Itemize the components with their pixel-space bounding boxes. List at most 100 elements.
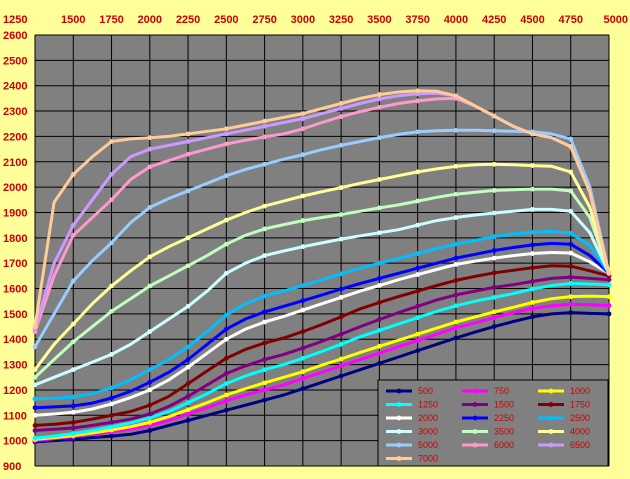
data-point [300, 369, 306, 375]
x-tick-label: 3000 [291, 14, 315, 26]
legend-marker [472, 402, 478, 407]
data-point [32, 428, 38, 433]
data-point [185, 139, 191, 144]
data-point [530, 314, 535, 320]
data-point [415, 169, 421, 175]
data-point [262, 340, 267, 346]
data-point [109, 424, 114, 430]
data-point [262, 309, 267, 315]
data-point [530, 251, 535, 256]
data-point [109, 172, 114, 177]
data-point [377, 260, 382, 266]
data-point [377, 104, 382, 110]
x-tick-labels: 1250 1500 1750 2000 2250 2500 2750 3000 3250 3500… [3, 14, 628, 26]
data-point [415, 222, 421, 228]
x-tick-label: 2250 [176, 14, 200, 26]
data-point [32, 396, 38, 402]
data-point [568, 230, 574, 236]
data-point [147, 402, 153, 408]
data-point [32, 435, 38, 441]
y-tick-label: 2400 [3, 81, 27, 93]
data-point [377, 317, 382, 322]
data-point [415, 315, 421, 321]
y-tick-label: 1100 [3, 410, 27, 422]
data-point [453, 303, 459, 309]
data-point [147, 367, 153, 373]
data-point [147, 387, 153, 393]
data-point [568, 144, 574, 149]
legend-label: 7000 [418, 454, 438, 464]
legend-label: 6500 [570, 440, 590, 450]
data-point [185, 344, 191, 350]
x-tick-label: 2500 [214, 14, 238, 26]
data-point [338, 212, 344, 217]
data-point [147, 135, 153, 141]
data-point [568, 250, 574, 256]
data-point [70, 419, 76, 425]
data-point [491, 324, 497, 329]
data-point [530, 279, 535, 284]
data-point [377, 135, 382, 141]
data-point [453, 255, 459, 261]
series-line [34, 251, 610, 417]
data-point [223, 126, 229, 132]
data-point [70, 403, 76, 409]
legend-marker [548, 429, 554, 434]
data-point [185, 131, 191, 137]
data-point [147, 254, 153, 260]
y-tick-label: 1200 [3, 385, 27, 397]
series-line [34, 264, 610, 427]
data-point [606, 303, 612, 308]
data-point [415, 88, 421, 94]
data-point [223, 355, 229, 361]
data-point [32, 367, 38, 373]
data-point [147, 329, 153, 335]
data-point [32, 423, 38, 428]
data-point [377, 327, 382, 333]
x-tick-label: 2750 [252, 14, 276, 26]
legend-label: 2500 [570, 413, 590, 423]
legend-marker [548, 402, 554, 407]
data-point [109, 419, 114, 425]
data-point [32, 324, 38, 329]
y-tick-label: 2600 [3, 30, 27, 42]
data-point [491, 161, 497, 167]
series-line [34, 311, 610, 444]
data-point [415, 98, 421, 104]
series-lines [32, 88, 612, 445]
data-point [223, 336, 229, 342]
data-point [147, 379, 153, 385]
legend-label: 500 [418, 386, 433, 396]
data-point [453, 319, 459, 325]
x-tick-label: 3250 [329, 14, 353, 26]
data-point [70, 222, 76, 228]
data-point [338, 331, 344, 337]
data-point [262, 161, 267, 167]
data-point [377, 343, 382, 349]
data-point [300, 116, 306, 122]
data-point [185, 400, 191, 406]
data-point [109, 139, 114, 144]
legend-label: 6000 [494, 440, 514, 450]
data-point [415, 288, 421, 294]
data-point [223, 241, 229, 247]
legend-marker [396, 415, 402, 421]
data-point [32, 374, 38, 380]
series-line [34, 282, 610, 440]
data-point [185, 407, 191, 413]
legend-marker [548, 388, 554, 394]
data-point [415, 303, 421, 309]
legend-marker [548, 415, 554, 421]
data-point [223, 392, 229, 398]
data-point [530, 286, 535, 292]
data-point [185, 357, 191, 362]
data-point [377, 283, 382, 288]
data-point [70, 232, 76, 238]
data-point [300, 126, 306, 132]
data-point [185, 417, 191, 423]
data-point [568, 188, 574, 194]
data-point [109, 433, 114, 439]
data-point [338, 363, 344, 369]
data-point [300, 193, 306, 199]
